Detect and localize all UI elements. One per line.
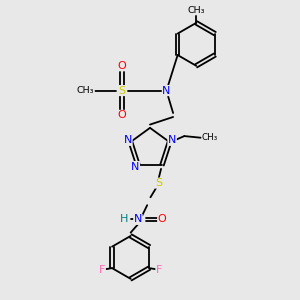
Text: N: N — [124, 135, 132, 146]
Text: H: H — [120, 214, 128, 224]
Text: CH₃: CH₃ — [202, 133, 218, 142]
Text: N: N — [134, 214, 142, 224]
Text: F: F — [156, 265, 162, 275]
Text: O: O — [118, 110, 126, 120]
Text: CH₃: CH₃ — [77, 86, 94, 95]
Text: N: N — [162, 85, 171, 96]
Text: F: F — [99, 265, 105, 275]
Text: CH₃: CH₃ — [188, 6, 205, 15]
Text: S: S — [118, 85, 125, 96]
Text: N: N — [168, 135, 176, 146]
Text: N: N — [131, 162, 140, 172]
Text: S: S — [155, 178, 162, 188]
Text: O: O — [118, 61, 126, 71]
Text: O: O — [158, 214, 167, 224]
